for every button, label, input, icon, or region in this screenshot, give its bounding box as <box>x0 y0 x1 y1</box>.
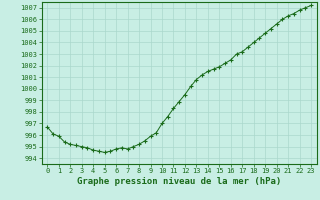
X-axis label: Graphe pression niveau de la mer (hPa): Graphe pression niveau de la mer (hPa) <box>77 177 281 186</box>
